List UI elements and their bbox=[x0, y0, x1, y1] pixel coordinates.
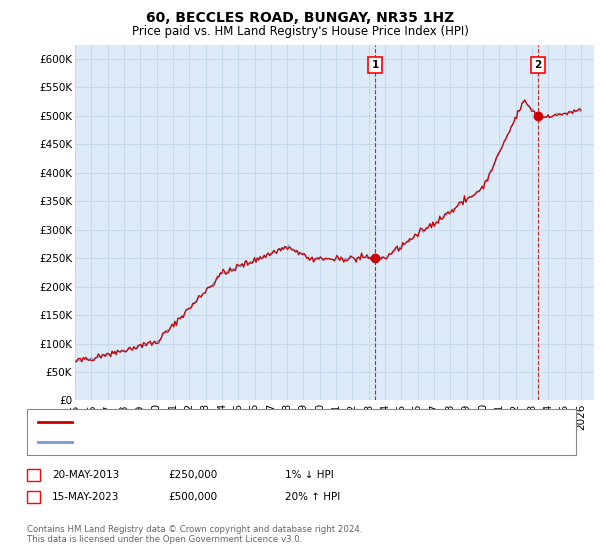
Text: 20-MAY-2013: 20-MAY-2013 bbox=[52, 470, 119, 480]
Text: 2: 2 bbox=[535, 60, 542, 69]
Text: 20% ↑ HPI: 20% ↑ HPI bbox=[285, 492, 340, 502]
Text: 60, BECCLES ROAD, BUNGAY, NR35 1HZ (detached house): 60, BECCLES ROAD, BUNGAY, NR35 1HZ (deta… bbox=[79, 417, 384, 427]
Text: Price paid vs. HM Land Registry's House Price Index (HPI): Price paid vs. HM Land Registry's House … bbox=[131, 25, 469, 38]
Text: 60, BECCLES ROAD, BUNGAY, NR35 1HZ: 60, BECCLES ROAD, BUNGAY, NR35 1HZ bbox=[146, 11, 454, 25]
Text: 15-MAY-2023: 15-MAY-2023 bbox=[52, 492, 119, 502]
Text: £250,000: £250,000 bbox=[168, 470, 217, 480]
Text: HPI: Average price, detached house, East Suffolk: HPI: Average price, detached house, East… bbox=[79, 437, 334, 447]
Text: Contains HM Land Registry data © Crown copyright and database right 2024.
This d: Contains HM Land Registry data © Crown c… bbox=[27, 525, 362, 544]
Text: 1% ↓ HPI: 1% ↓ HPI bbox=[285, 470, 334, 480]
Text: 1: 1 bbox=[30, 470, 37, 480]
Text: £500,000: £500,000 bbox=[168, 492, 217, 502]
Text: 1: 1 bbox=[371, 60, 379, 69]
Text: 2: 2 bbox=[30, 492, 37, 502]
